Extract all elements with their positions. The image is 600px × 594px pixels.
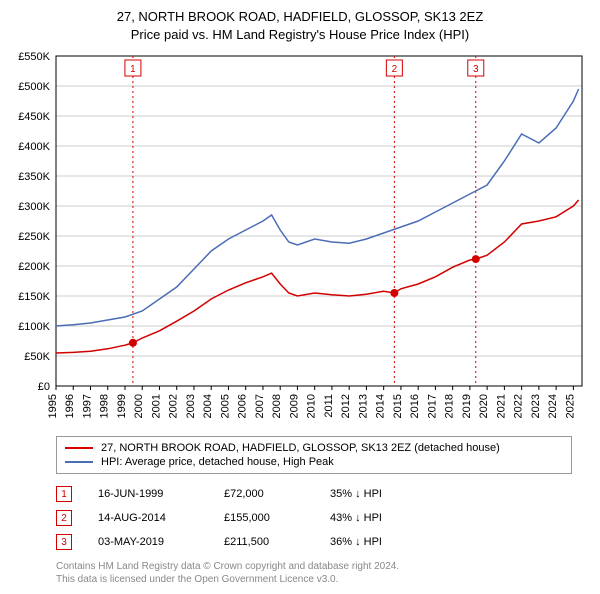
svg-text:2008: 2008 xyxy=(271,394,283,418)
legend-row-hpi: HPI: Average price, detached house, High… xyxy=(65,455,563,469)
svg-text:£500K: £500K xyxy=(18,81,50,93)
svg-text:2011: 2011 xyxy=(323,394,335,418)
events-table: 1 16-JUN-1999 £72,000 35% ↓ HPI 2 14-AUG-2014… xyxy=(56,482,572,554)
event-row: 2 14-AUG-2014 £155,000 43% ↓ HPI xyxy=(56,506,572,530)
svg-text:1999: 1999 xyxy=(116,394,128,418)
svg-text:2016: 2016 xyxy=(409,394,421,418)
svg-text:2014: 2014 xyxy=(375,394,387,418)
legend-swatch-property xyxy=(65,447,93,449)
chart-area: 1 2 3 £0 £50K £100K £150K £200K £250K £300K £350K £… xyxy=(8,52,592,432)
svg-text:1997: 1997 xyxy=(81,394,93,418)
svg-text:2007: 2007 xyxy=(254,394,266,418)
svg-text:£100K: £100K xyxy=(18,321,50,333)
svg-text:2000: 2000 xyxy=(133,394,145,418)
svg-text:2022: 2022 xyxy=(513,394,525,418)
svg-text:£350K: £350K xyxy=(18,171,50,183)
legend-row-property: 27, NORTH BROOK ROAD, HADFIELD, GLOSSOP,… xyxy=(65,441,563,455)
event-price: £211,500 xyxy=(224,536,304,548)
svg-text:1: 1 xyxy=(130,64,136,75)
svg-text:2002: 2002 xyxy=(168,394,180,418)
event-marker-box: 1 xyxy=(56,486,72,502)
svg-text:£200K: £200K xyxy=(18,261,50,273)
legend-label-property: 27, NORTH BROOK ROAD, HADFIELD, GLOSSOP,… xyxy=(101,442,500,454)
svg-text:2023: 2023 xyxy=(530,394,542,418)
svg-text:2024: 2024 xyxy=(547,394,559,418)
svg-text:2006: 2006 xyxy=(237,394,249,418)
svg-text:2009: 2009 xyxy=(288,394,300,418)
svg-text:2025: 2025 xyxy=(564,394,576,418)
svg-text:2018: 2018 xyxy=(444,394,456,418)
svg-text:£400K: £400K xyxy=(18,141,50,153)
svg-text:£450K: £450K xyxy=(18,111,50,123)
svg-text:2013: 2013 xyxy=(357,394,369,418)
svg-text:£300K: £300K xyxy=(18,201,50,213)
chart-title-1: 27, NORTH BROOK ROAD, HADFIELD, GLOSSOP,… xyxy=(8,8,592,26)
svg-text:2021: 2021 xyxy=(495,394,507,418)
footer-attribution: Contains HM Land Registry data © Crown c… xyxy=(56,560,572,586)
svg-text:2019: 2019 xyxy=(461,394,473,418)
chart-title-2: Price paid vs. HM Land Registry's House … xyxy=(8,26,592,44)
svg-text:2: 2 xyxy=(392,64,398,75)
legend: 27, NORTH BROOK ROAD, HADFIELD, GLOSSOP,… xyxy=(56,436,572,474)
event-price: £155,000 xyxy=(224,512,304,524)
event-marker-box: 3 xyxy=(56,534,72,550)
svg-text:2005: 2005 xyxy=(219,394,231,418)
svg-text:2020: 2020 xyxy=(478,394,490,418)
legend-label-hpi: HPI: Average price, detached house, High… xyxy=(101,456,334,468)
svg-text:£550K: £550K xyxy=(18,52,50,63)
svg-text:2012: 2012 xyxy=(340,394,352,418)
svg-text:2015: 2015 xyxy=(392,394,404,418)
event-date: 03-MAY-2019 xyxy=(98,536,198,548)
svg-text:1996: 1996 xyxy=(64,394,76,418)
svg-text:£150K: £150K xyxy=(18,291,50,303)
svg-text:£0: £0 xyxy=(38,381,50,393)
event-row: 3 03-MAY-2019 £211,500 36% ↓ HPI xyxy=(56,530,572,554)
footer-line-2: This data is licensed under the Open Gov… xyxy=(56,573,572,586)
svg-text:2004: 2004 xyxy=(202,394,214,418)
event-hpi-diff: 35% ↓ HPI xyxy=(330,488,382,500)
event-hpi-diff: 36% ↓ HPI xyxy=(330,536,382,548)
svg-text:2017: 2017 xyxy=(426,394,438,418)
chart-title-block: 27, NORTH BROOK ROAD, HADFIELD, GLOSSOP,… xyxy=(8,8,592,44)
svg-text:1995: 1995 xyxy=(47,394,59,418)
svg-text:1998: 1998 xyxy=(99,394,111,418)
svg-text:2001: 2001 xyxy=(150,394,162,418)
event-row: 1 16-JUN-1999 £72,000 35% ↓ HPI xyxy=(56,482,572,506)
footer-line-1: Contains HM Land Registry data © Crown c… xyxy=(56,560,572,573)
event-date: 16-JUN-1999 xyxy=(98,488,198,500)
legend-swatch-hpi xyxy=(65,461,93,463)
event-marker-box: 2 xyxy=(56,510,72,526)
event-date: 14-AUG-2014 xyxy=(98,512,198,524)
svg-text:£250K: £250K xyxy=(18,231,50,243)
svg-text:£50K: £50K xyxy=(24,351,50,363)
svg-text:2003: 2003 xyxy=(185,394,197,418)
svg-text:2010: 2010 xyxy=(306,394,318,418)
event-hpi-diff: 43% ↓ HPI xyxy=(330,512,382,524)
event-price: £72,000 xyxy=(224,488,304,500)
svg-text:3: 3 xyxy=(473,64,479,75)
